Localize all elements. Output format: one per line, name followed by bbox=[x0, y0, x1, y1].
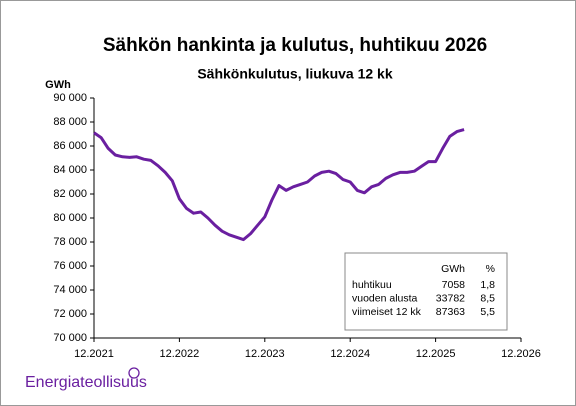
x-tick-label: 12.2023 bbox=[245, 348, 285, 360]
y-tick-label: 74 000 bbox=[53, 284, 87, 296]
logo: Energiateollisuus bbox=[25, 374, 147, 391]
x-tick-label: 12.2024 bbox=[330, 348, 370, 360]
table-cell: viimeiset 12 kk bbox=[352, 306, 422, 318]
table-cell: 1,8 bbox=[480, 279, 495, 291]
summary-box bbox=[344, 252, 508, 331]
y-tick-label: 76 000 bbox=[53, 260, 87, 272]
chart-subtitle: Sähkönkulutus, liukuva 12 kk bbox=[197, 66, 393, 82]
table-cell: 8,5 bbox=[480, 292, 495, 304]
y-axis-label: GWh bbox=[45, 79, 71, 91]
y-tick-label: 90 000 bbox=[53, 92, 87, 104]
table-cell: 5,5 bbox=[480, 306, 495, 318]
table-cell: 33782 bbox=[436, 292, 465, 304]
table-header: % bbox=[486, 263, 495, 275]
y-tick-label: 84 000 bbox=[53, 164, 87, 176]
table-cell: 87363 bbox=[436, 306, 465, 318]
y-tick-label: 78 000 bbox=[53, 236, 87, 248]
x-tick-label: 12.2026 bbox=[501, 348, 541, 360]
logo-icon bbox=[128, 367, 140, 379]
y-tick-label: 88 000 bbox=[53, 116, 87, 128]
y-tick-label: 80 000 bbox=[53, 212, 87, 224]
table-cell: huhtikuu bbox=[352, 279, 392, 291]
x-tick-label: 12.2022 bbox=[160, 348, 200, 360]
line-series bbox=[93, 128, 465, 242]
y-tick-label: 86 000 bbox=[53, 140, 87, 152]
chart-title: Sähkön hankinta ja kulutus, huhtikuu 202… bbox=[103, 35, 487, 56]
x-tick-label: 12.2025 bbox=[416, 348, 456, 360]
y-tick-label: 70 000 bbox=[53, 332, 87, 344]
y-tick-label: 82 000 bbox=[53, 188, 87, 200]
table-cell: 7058 bbox=[442, 279, 466, 291]
table-cell: vuoden alusta bbox=[352, 292, 418, 304]
table-header: GWh bbox=[441, 263, 465, 275]
y-tick-label: 72 000 bbox=[53, 308, 87, 320]
x-tick-label: 12.2021 bbox=[74, 348, 114, 360]
